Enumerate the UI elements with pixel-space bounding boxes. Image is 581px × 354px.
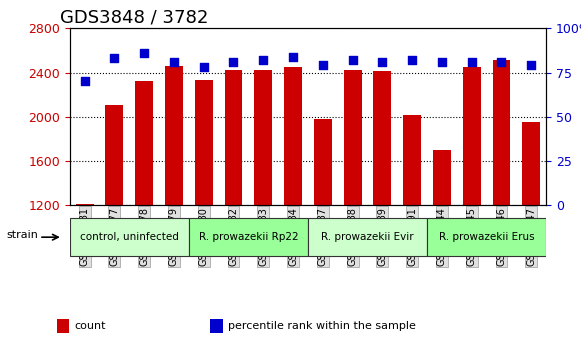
Text: R. prowazekii Rp22: R. prowazekii Rp22 bbox=[199, 232, 298, 242]
FancyBboxPatch shape bbox=[189, 218, 308, 256]
Bar bbox=[106, 105, 123, 205]
Bar bbox=[57, 319, 70, 333]
Bar bbox=[462, 67, 480, 205]
Bar bbox=[165, 66, 183, 205]
Point bbox=[378, 59, 387, 65]
Point bbox=[199, 64, 209, 70]
Point bbox=[80, 79, 89, 84]
Bar bbox=[433, 150, 451, 205]
Point bbox=[288, 54, 297, 59]
Text: R. prowazekii Erus: R. prowazekii Erus bbox=[439, 232, 535, 242]
Point bbox=[348, 57, 357, 63]
Bar bbox=[522, 122, 540, 205]
Text: R. prowazekii Evir: R. prowazekii Evir bbox=[321, 232, 414, 242]
FancyBboxPatch shape bbox=[427, 218, 546, 256]
Bar bbox=[403, 115, 421, 205]
Bar bbox=[135, 81, 153, 205]
Bar bbox=[374, 72, 391, 205]
Point bbox=[139, 50, 149, 56]
Text: count: count bbox=[74, 321, 106, 331]
Bar bbox=[76, 204, 94, 205]
Point bbox=[526, 63, 536, 68]
Point bbox=[318, 63, 328, 68]
Point bbox=[110, 56, 119, 61]
Text: control, uninfected: control, uninfected bbox=[80, 232, 179, 242]
Bar bbox=[343, 70, 361, 205]
Bar bbox=[210, 319, 223, 333]
Point bbox=[259, 57, 268, 63]
Point bbox=[467, 59, 476, 65]
Bar bbox=[284, 67, 302, 205]
Bar bbox=[254, 70, 272, 205]
Point bbox=[169, 59, 178, 65]
Text: strain: strain bbox=[6, 230, 38, 240]
Point bbox=[407, 57, 417, 63]
Bar bbox=[224, 70, 242, 205]
Point bbox=[497, 59, 506, 65]
Bar bbox=[314, 119, 332, 205]
Bar bbox=[195, 80, 213, 205]
FancyBboxPatch shape bbox=[308, 218, 427, 256]
FancyBboxPatch shape bbox=[70, 218, 189, 256]
Point bbox=[229, 59, 238, 65]
Text: GDS3848 / 3782: GDS3848 / 3782 bbox=[60, 9, 209, 27]
Bar bbox=[493, 61, 510, 205]
Point bbox=[437, 59, 447, 65]
Text: percentile rank within the sample: percentile rank within the sample bbox=[228, 321, 416, 331]
